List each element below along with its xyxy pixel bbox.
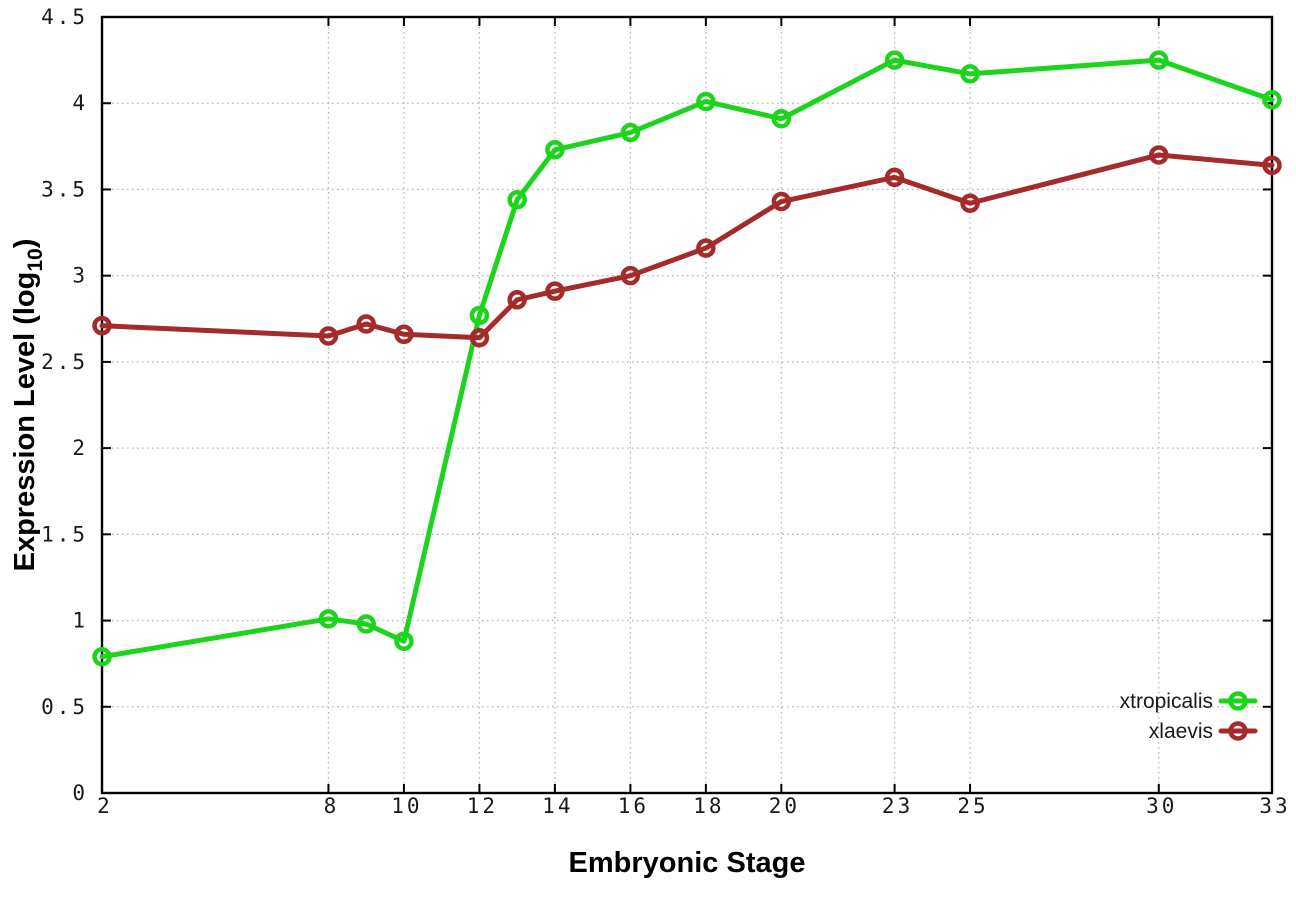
data-point-xtropicalis <box>507 190 527 210</box>
series-line-xlaevis <box>99 152 1275 341</box>
x-tick-label: 30 <box>1146 794 1177 818</box>
legend-label-xlaevis: xlaevis <box>1149 720 1213 743</box>
legend-label-xtropicalis: xtropicalis <box>1120 690 1213 713</box>
x-tick-label: 18 <box>693 794 724 818</box>
x-tick-label: 10 <box>391 794 422 818</box>
y-tick-label: 1 <box>72 609 88 633</box>
plot-border <box>100 15 1274 795</box>
data-point-xtropicalis <box>771 108 792 129</box>
y-tick-label: 3.5 <box>41 177 88 201</box>
data-point-xlaevis <box>507 290 527 310</box>
y-tick-label: 0.5 <box>41 695 88 719</box>
data-point-xlaevis <box>356 314 376 334</box>
data-point-xlaevis <box>620 265 641 286</box>
data-point-xlaevis <box>884 167 905 188</box>
x-tick-label: 2 <box>97 794 113 818</box>
data-point-xtropicalis <box>545 140 565 160</box>
data-point-xtropicalis <box>356 614 376 634</box>
data-point-xtropicalis <box>620 122 641 143</box>
x-tick-label: 33 <box>1259 794 1290 818</box>
data-point-xtropicalis <box>1149 50 1169 70</box>
data-point-xtropicalis <box>318 609 339 629</box>
data-point-xlaevis <box>394 324 414 345</box>
data-point-xlaevis <box>696 238 716 258</box>
data-point-xtropicalis <box>92 647 112 667</box>
y-tick-label: 2 <box>72 436 88 460</box>
x-axis-title: Embryonic Stage <box>569 847 806 879</box>
x-tick-label: 20 <box>769 794 800 818</box>
x-tick-label: 8 <box>324 794 340 818</box>
legend-marker-xtropicalis <box>1228 691 1248 711</box>
data-point-xlaevis <box>960 193 980 213</box>
y-tick-label: 1.5 <box>41 522 88 546</box>
data-point-xlaevis <box>469 327 490 348</box>
data-point-xlaevis <box>1149 145 1169 165</box>
data-point-xlaevis <box>318 326 339 346</box>
data-point-xtropicalis <box>469 305 490 326</box>
data-point-xtropicalis <box>960 64 980 84</box>
data-point-xtropicalis <box>696 91 716 112</box>
x-tick-label: 14 <box>542 794 573 818</box>
y-tick-label: 4.5 <box>41 5 88 29</box>
x-tick-label: 16 <box>618 794 649 818</box>
x-tick-label: 23 <box>882 794 913 818</box>
x-tick-label: 25 <box>957 794 988 818</box>
data-point-xlaevis <box>92 315 112 336</box>
data-point-xtropicalis <box>884 50 905 70</box>
y-tick-label: 4 <box>72 91 88 115</box>
legend-marker-xlaevis <box>1228 721 1248 741</box>
data-point-xlaevis <box>1262 155 1282 176</box>
y-tick-label: 3 <box>72 264 88 288</box>
x-tick-label: 12 <box>467 794 498 818</box>
data-point-xlaevis <box>771 191 792 212</box>
y-axis-title: Expression Level (log10) <box>9 239 47 572</box>
series-line-xtropicalis <box>99 57 1275 660</box>
y-tick-label: 0 <box>72 781 88 805</box>
data-point-xtropicalis <box>1262 90 1282 110</box>
y-tick-label: 2.5 <box>41 350 88 374</box>
data-point-xlaevis <box>545 281 565 301</box>
data-point-xtropicalis <box>394 631 414 651</box>
